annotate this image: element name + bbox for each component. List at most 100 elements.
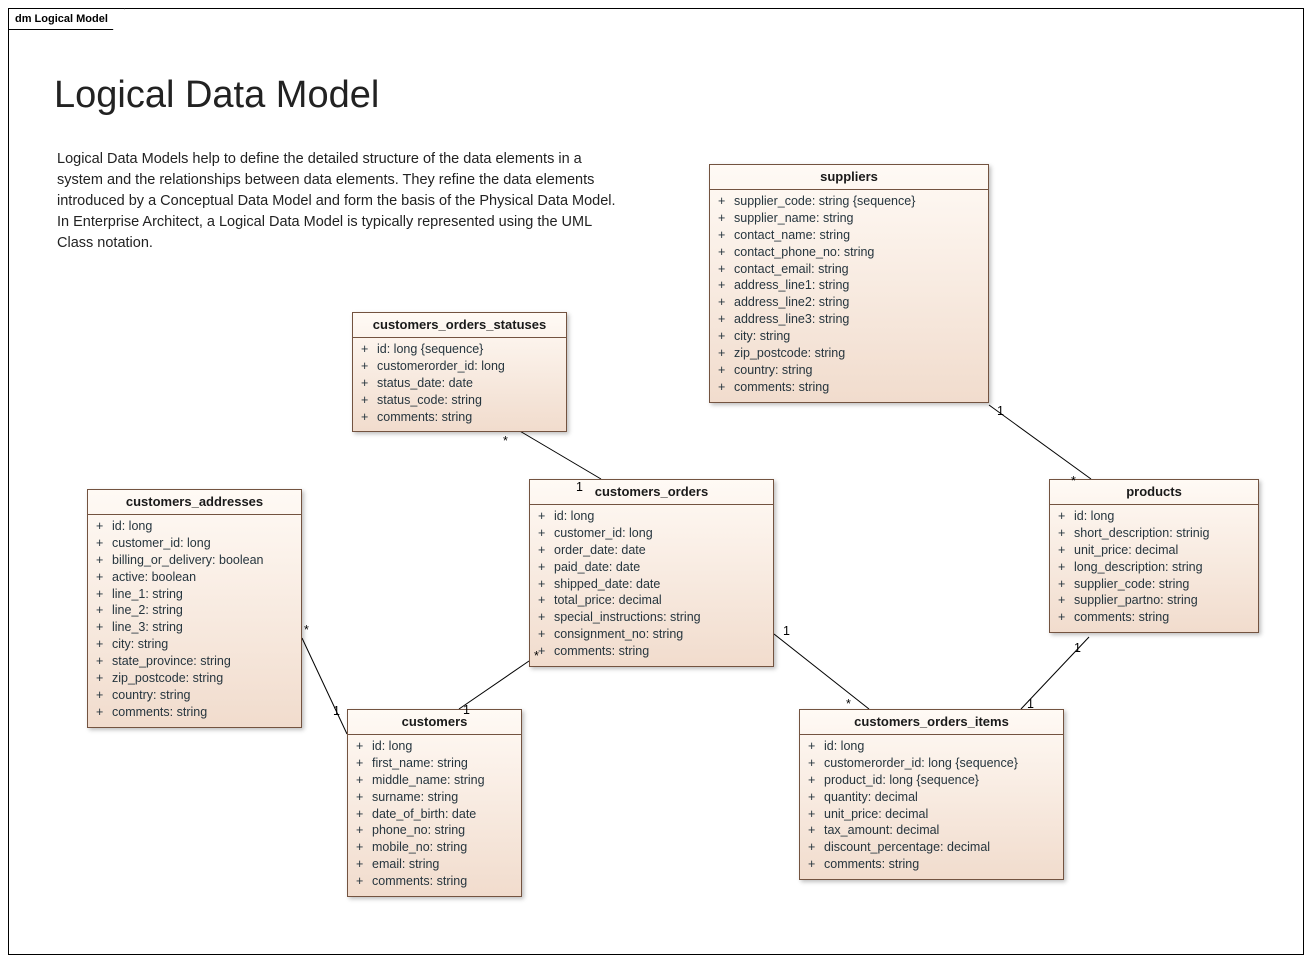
entity-attribute: +customer_id: long — [96, 535, 293, 552]
entity-attribute: +city: string — [718, 328, 980, 345]
page-title: Logical Data Model — [54, 74, 379, 117]
entity-attribute: +country: string — [718, 362, 980, 379]
entity-attribute: +address_line1: string — [718, 277, 980, 294]
entity-attribute: +line_2: string — [96, 602, 293, 619]
entity-suppliers[interactable]: suppliers+supplier_code: string {sequenc… — [709, 164, 989, 403]
entity-attribute: +quantity: decimal — [808, 789, 1055, 806]
entity-header: products — [1050, 480, 1258, 505]
connector-line — [774, 634, 869, 709]
entity-body: +id: long+customer_id: long+order_date: … — [530, 505, 773, 666]
entity-attribute: +comments: string — [808, 856, 1055, 873]
entity-attribute: +active: boolean — [96, 569, 293, 586]
entity-header: customers_orders_items — [800, 710, 1063, 735]
entity-customers_orders_statuses[interactable]: customers_orders_statuses+id: long {sequ… — [352, 312, 567, 432]
entity-attribute: +country: string — [96, 687, 293, 704]
entity-attribute: +comments: string — [361, 409, 558, 426]
entity-header: suppliers — [710, 165, 988, 190]
entity-products[interactable]: products+id: long+short_description: str… — [1049, 479, 1259, 633]
entity-attribute: +address_line2: string — [718, 294, 980, 311]
connector-line — [989, 405, 1091, 479]
entity-attribute: +address_line3: string — [718, 311, 980, 328]
connector-line — [513, 427, 601, 479]
entity-attribute: +supplier_partno: string — [1058, 592, 1250, 609]
entity-attribute: +customerorder_id: long — [361, 358, 558, 375]
entity-attribute: +consignment_no: string — [538, 626, 765, 643]
entity-attribute: +contact_name: string — [718, 227, 980, 244]
multiplicity-label: 1 — [333, 704, 340, 718]
entity-body: +id: long+short_description: strinig+uni… — [1050, 505, 1258, 632]
entity-attribute: +id: long — [538, 508, 765, 525]
entity-attribute: +email: string — [356, 856, 513, 873]
entity-attribute: +city: string — [96, 636, 293, 653]
entity-attribute: +comments: string — [538, 643, 765, 660]
entity-attribute: +product_id: long {sequence} — [808, 772, 1055, 789]
multiplicity-label: 1 — [783, 624, 790, 638]
entity-attribute: +line_3: string — [96, 619, 293, 636]
entity-attribute: +customer_id: long — [538, 525, 765, 542]
multiplicity-label: * — [503, 434, 508, 448]
entity-attribute: +middle_name: string — [356, 772, 513, 789]
entity-attribute: +supplier_code: string {sequence} — [718, 193, 980, 210]
entity-body: +id: long+customer_id: long+billing_or_d… — [88, 515, 301, 727]
entity-header: customers_orders_statuses — [353, 313, 566, 338]
page: dm Logical Model Logical Data Model Logi… — [0, 0, 1312, 963]
entity-header: customers_addresses — [88, 490, 301, 515]
entity-attribute: +comments: string — [356, 873, 513, 890]
entity-attribute: +special_instructions: string — [538, 609, 765, 626]
entity-header: customers_orders — [530, 480, 773, 505]
entity-attribute: +surname: string — [356, 789, 513, 806]
entity-attribute: +billing_or_delivery: boolean — [96, 552, 293, 569]
entity-attribute: +long_description: string — [1058, 559, 1250, 576]
entity-attribute: +date_of_birth: date — [356, 806, 513, 823]
multiplicity-label: 1 — [997, 404, 1004, 418]
entity-attribute: +id: long {sequence} — [361, 341, 558, 358]
entity-attribute: +state_province: string — [96, 653, 293, 670]
entity-attribute: +line_1: string — [96, 586, 293, 603]
entity-attribute: +first_name: string — [356, 755, 513, 772]
connector-line — [459, 661, 529, 709]
entity-attribute: +phone_no: string — [356, 822, 513, 839]
entity-attribute: +paid_date: date — [538, 559, 765, 576]
entity-body: +id: long {sequence}+customerorder_id: l… — [353, 338, 566, 431]
entity-body: +id: long+first_name: string+middle_name… — [348, 735, 521, 896]
entity-attribute: +short_description: strinig — [1058, 525, 1250, 542]
diagram-tab: dm Logical Model — [8, 8, 125, 30]
entity-attribute: +comments: string — [1058, 609, 1250, 626]
entity-attribute: +discount_percentage: decimal — [808, 839, 1055, 856]
multiplicity-label: * — [304, 623, 309, 637]
entity-attribute: +contact_email: string — [718, 261, 980, 278]
entity-attribute: +comments: string — [718, 379, 980, 396]
entity-attribute: +status_date: date — [361, 375, 558, 392]
entity-customers_orders_items[interactable]: customers_orders_items+id: long+customer… — [799, 709, 1064, 880]
entity-body: +id: long+customerorder_id: long {sequen… — [800, 735, 1063, 879]
entity-body: +supplier_code: string {sequence}+suppli… — [710, 190, 988, 402]
entity-attribute: +order_date: date — [538, 542, 765, 559]
diagram-tab-label: dm Logical Model — [15, 13, 108, 25]
entity-attribute: +tax_amount: decimal — [808, 822, 1055, 839]
entity-attribute: +supplier_code: string — [1058, 576, 1250, 593]
entity-attribute: +zip_postcode: string — [96, 670, 293, 687]
entity-customers_addresses[interactable]: customers_addresses+id: long+customer_id… — [87, 489, 302, 728]
entity-attribute: +zip_postcode: string — [718, 345, 980, 362]
entity-customers[interactable]: customers+id: long+first_name: string+mi… — [347, 709, 522, 897]
entity-attribute: +supplier_name: string — [718, 210, 980, 227]
entity-header: customers — [348, 710, 521, 735]
page-description: Logical Data Models help to define the d… — [57, 149, 617, 254]
entity-attribute: +id: long — [96, 518, 293, 535]
entity-attribute: +id: long — [1058, 508, 1250, 525]
entity-attribute: +unit_price: decimal — [808, 806, 1055, 823]
entity-attribute: +id: long — [808, 738, 1055, 755]
entity-attribute: +customerorder_id: long {sequence} — [808, 755, 1055, 772]
entity-attribute: +total_price: decimal — [538, 592, 765, 609]
entity-customers_orders[interactable]: customers_orders+id: long+customer_id: l… — [529, 479, 774, 667]
entity-attribute: +unit_price: decimal — [1058, 542, 1250, 559]
diagram-frame: dm Logical Model Logical Data Model Logi… — [8, 8, 1304, 955]
entity-attribute: +contact_phone_no: string — [718, 244, 980, 261]
connector-line — [1021, 637, 1089, 709]
entity-attribute: +shipped_date: date — [538, 576, 765, 593]
entity-attribute: +mobile_no: string — [356, 839, 513, 856]
multiplicity-label: 1 — [1074, 641, 1081, 655]
connector-line — [302, 638, 347, 734]
entity-attribute: +comments: string — [96, 704, 293, 721]
entity-attribute: +status_code: string — [361, 392, 558, 409]
